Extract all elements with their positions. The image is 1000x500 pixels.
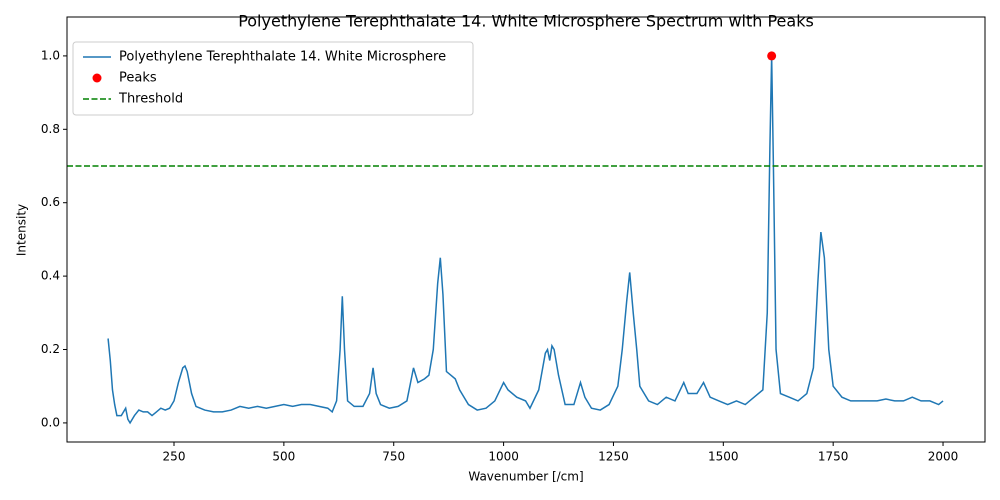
x-tick-label: 1250 — [598, 450, 629, 464]
peak-point — [767, 51, 777, 61]
x-tick-label: 750 — [382, 450, 405, 464]
plot-frame — [66, 16, 986, 443]
legend-box — [72, 41, 474, 116]
x-axis-label: Wavenumber [/cm] — [468, 470, 583, 484]
x-tick-label: 1750 — [818, 450, 849, 464]
y-tick-label: 0.2 — [41, 342, 60, 356]
legend-label: Polyethylene Terephthalate 14. White Mic… — [119, 50, 446, 65]
y-tick-label: 0.0 — [41, 415, 60, 429]
x-tick-label: 1500 — [708, 450, 739, 464]
x-tick-label: 500 — [272, 450, 295, 464]
y-tick-label: 1.0 — [41, 48, 60, 62]
spectrum-line — [107, 55, 944, 425]
legend-label: Threshold — [118, 92, 183, 107]
chart-title: Polyethylene Terephthalate 14. White Mic… — [238, 12, 814, 31]
x-tick-label: 1000 — [488, 450, 519, 464]
x-tick-label: 2000 — [928, 450, 959, 464]
legend-label: Peaks — [119, 71, 157, 86]
legend-marker — [92, 73, 102, 83]
y-axis-label: Intensity — [15, 204, 29, 256]
x-tick-label: 250 — [163, 450, 186, 464]
y-tick-label: 0.6 — [41, 195, 60, 209]
y-tick-label: 0.8 — [41, 122, 60, 136]
y-tick-label: 0.4 — [41, 269, 60, 283]
